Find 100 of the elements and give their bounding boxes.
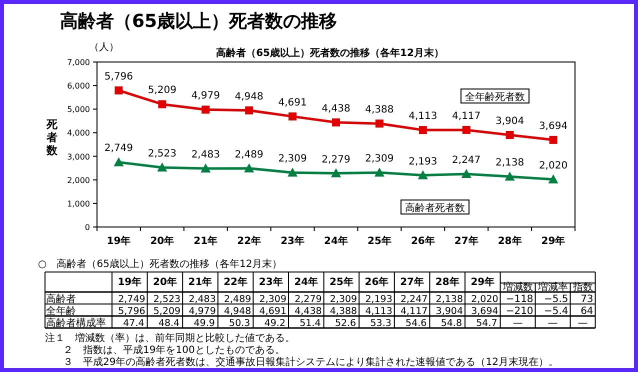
data-label: 2,020: [538, 160, 568, 172]
x-tick-label: 23年: [280, 235, 305, 247]
category-label: 29年: [470, 277, 495, 288]
text: 47.4: [123, 318, 144, 329]
text: 48.4: [158, 318, 180, 329]
data-label: 2,749: [104, 143, 134, 154]
text: 4,117: [400, 306, 428, 317]
text: 54.6: [406, 318, 427, 329]
text: 4,948: [224, 306, 252, 317]
text: ○ 高齢者（65歳以上）死者数の推移（各年12月末）: [38, 258, 282, 270]
data-label: 2,193: [408, 156, 438, 168]
text: 2,489: [224, 294, 252, 305]
text: 2,247: [400, 294, 428, 305]
x-tick-label: 21年: [194, 235, 218, 247]
text: 2,483: [188, 294, 216, 305]
text: 4,113: [365, 306, 392, 317]
data-label: 2,483: [191, 149, 220, 160]
text: 高齢者: [46, 293, 76, 305]
y-tick-label: 3,000: [67, 152, 90, 162]
text: 5,796: [118, 306, 146, 317]
text: 全年齢死者数: [465, 91, 525, 103]
text: 64: [580, 306, 594, 317]
x-tick-label: 19年: [106, 235, 131, 247]
text: 49.2: [264, 318, 286, 329]
text: −118: [506, 294, 534, 305]
category-label: 19年: [118, 277, 142, 288]
text: —: [548, 318, 558, 329]
text: 2,749: [118, 294, 146, 305]
text: 53.3: [370, 318, 392, 329]
text: −5.5: [544, 294, 568, 305]
text: 4,438: [294, 306, 322, 317]
data-label: 5,796: [104, 71, 134, 82]
data-label: 4,117: [452, 110, 481, 122]
category-label: 26年: [364, 277, 389, 288]
text: ３ 平成29年の高齢者死者数は、交通事故日報集計システムにより集計された速報値である（12月末現在）。: [63, 356, 558, 368]
data-label: 4,113: [408, 111, 438, 122]
category-label: 21年: [188, 277, 212, 288]
text: —: [512, 318, 523, 329]
text: 2,309: [259, 294, 286, 305]
x-tick-label: 29年: [541, 235, 566, 247]
text: 54.7: [476, 318, 498, 329]
text: 2,193: [365, 294, 392, 305]
x-tick-label: 20年: [150, 235, 174, 247]
y-tick-label: 0: [84, 223, 90, 232]
category-label: 23年: [258, 277, 283, 288]
data-label: 2,489: [234, 149, 264, 160]
data-label: 4,438: [322, 103, 350, 114]
y-tick-label: 7,000: [67, 58, 90, 67]
text: 54.8: [440, 318, 462, 329]
text: 4,691: [259, 306, 286, 317]
y-tick-label: 4,000: [67, 128, 90, 138]
text: 4,388: [330, 306, 358, 317]
y-tick-label: 2,000: [67, 176, 90, 185]
x-tick-label: 27年: [454, 235, 478, 247]
data-label: 4,948: [234, 91, 264, 102]
category-label: 27年: [400, 277, 424, 288]
text: 5,209: [153, 306, 181, 317]
text: 2,523: [153, 294, 181, 305]
text: 4,979: [188, 306, 216, 317]
y-axis-title: 死者数: [46, 118, 58, 157]
text: −210: [506, 306, 534, 317]
x-tick-label: 28年: [498, 235, 522, 247]
y-tick-label: 5,000: [67, 105, 90, 114]
chart-title: 高齢者（65歳以上）死者数の推移: [60, 11, 338, 32]
x-tick-label: 22年: [237, 235, 262, 247]
data-label: 2,523: [148, 148, 176, 160]
text: 2,138: [436, 294, 463, 305]
category-label: 25年: [329, 277, 354, 288]
x-tick-label: 24年: [324, 235, 348, 247]
text: 2,309: [330, 294, 358, 305]
category-label: 20年: [152, 277, 177, 288]
data-label: 3,904: [496, 116, 524, 127]
text: 51.4: [300, 318, 321, 329]
data-label: 2,138: [496, 158, 524, 169]
x-tick-label: 26年: [410, 235, 435, 247]
text: 注１ 増減数（率）は、前年同期と比較した値である。: [45, 332, 295, 344]
data-label: 2,309: [365, 154, 394, 165]
text: 50.3: [229, 318, 250, 329]
text: 3,904: [436, 306, 463, 317]
text: 49.9: [194, 318, 215, 329]
text: （人）: [89, 42, 119, 53]
text: —: [578, 318, 588, 329]
data-label: 4,388: [365, 104, 394, 116]
y-tick-label: 1,000: [67, 199, 90, 208]
category-label: 24年: [294, 277, 318, 288]
text: 2,020: [471, 294, 498, 305]
text: 3,694: [471, 306, 498, 317]
data-label: 3,694: [538, 120, 568, 132]
text: −5.4: [544, 306, 568, 317]
text: ２ 指数は、平成19年を100としたものである。: [63, 344, 285, 356]
x-tick-label: 25年: [367, 235, 392, 247]
text: 2,279: [294, 294, 322, 305]
data-label: 5,209: [148, 85, 176, 96]
text: 73: [580, 294, 594, 305]
data-label: 4,691: [278, 97, 307, 108]
data-label: 2,247: [452, 155, 481, 166]
text: 高齢者構成率: [46, 317, 106, 329]
y-tick-label: 6,000: [67, 82, 90, 91]
data-label: 2,309: [278, 154, 307, 165]
data-label: 4,979: [191, 90, 220, 102]
